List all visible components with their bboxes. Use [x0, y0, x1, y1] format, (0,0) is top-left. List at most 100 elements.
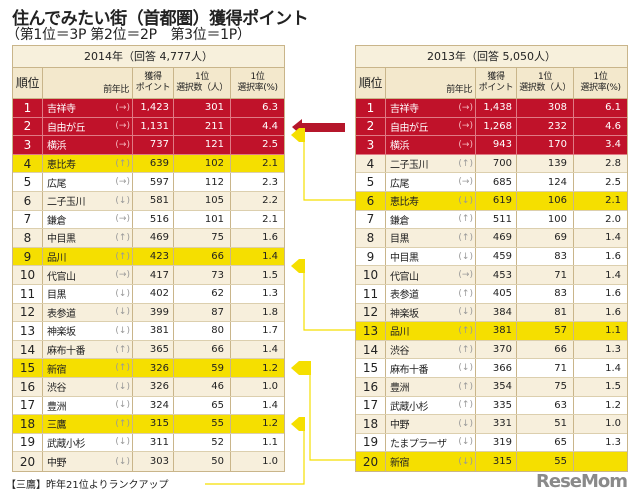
rank-cell: 3: [356, 136, 386, 154]
table-header: 順位 前年比 獲得 ポイント 1位 選択数（人） 1位 選択率(%): [13, 68, 284, 99]
trend-indicator: (↓): [458, 363, 473, 374]
table-row: 6 二子玉川 (↓) 581 105 2.2: [13, 191, 284, 211]
trend-indicator: (↓): [458, 251, 473, 262]
points-cell: 303: [133, 452, 174, 471]
area-cell: 広尾 (→): [43, 173, 133, 191]
area-cell: 新宿 (↑): [43, 359, 133, 377]
table-caption: 2013年（回答 5,050人）: [356, 46, 627, 68]
points-cell: 639: [133, 154, 174, 173]
table-row: 20 中野 (↓) 303 50 1.0: [13, 452, 284, 471]
count-cell: 66: [174, 340, 231, 359]
trend-indicator: (→): [458, 177, 473, 188]
area-name: 三鷹: [47, 420, 67, 432]
trend-indicator: (→): [458, 139, 473, 150]
count-cell: 62: [174, 284, 231, 303]
area-name: 自由が丘: [390, 122, 429, 134]
rank-cell: 10: [356, 266, 386, 284]
table-row: 7 鎌倉 (→) 516 101 2.1: [13, 210, 284, 230]
rate-cell: 2.0: [605, 213, 621, 225]
header-line: 獲得: [487, 72, 505, 82]
area-name: 恵比寿: [47, 160, 76, 172]
table-row: 16 豊洲 (↑) 354 75 1.5: [356, 377, 627, 397]
rank-cell: 20: [13, 452, 43, 471]
rate-cell: 1.6: [605, 251, 621, 263]
trend-indicator: (→): [115, 214, 130, 225]
rate-cell: 1.6: [262, 232, 278, 244]
count-cell: 83: [517, 247, 574, 266]
area-name: 品川: [390, 327, 410, 339]
rank-cell: 15: [13, 359, 43, 377]
count-cell: 106: [517, 191, 574, 210]
trend-indicator: (→): [115, 102, 130, 113]
rate-cell: 1.4: [605, 269, 621, 281]
trend-indicator: (↑): [458, 381, 473, 392]
trend-indicator: (↑): [458, 400, 473, 411]
rate-cell: 1.4: [262, 251, 278, 263]
trend-indicator: (↓): [115, 325, 130, 336]
rank-cell: 19: [356, 433, 386, 452]
header-line: ポイント: [478, 83, 514, 93]
header-trend: 前年比: [386, 68, 476, 98]
header-line: 選択率(%): [237, 83, 278, 93]
area-cell: 神楽坂 (↓): [386, 303, 476, 322]
area-cell: 横浜 (→): [386, 136, 476, 154]
rate-cell: 2.8: [605, 158, 621, 170]
trend-indicator: (↓): [458, 418, 473, 429]
table-row: 13 品川 (↑) 381 57 1.1: [356, 322, 627, 341]
rank-cell: 6: [356, 191, 386, 210]
count-cell: 63: [517, 396, 574, 415]
table-row: 15 新宿 (↑) 326 59 1.2: [13, 359, 284, 378]
points-cell: 737: [133, 136, 174, 154]
table-row: 15 麻布十番 (↓) 366 71 1.4: [356, 359, 627, 378]
points-cell: 381: [476, 322, 517, 340]
area-name: 表参道: [390, 290, 419, 302]
count-cell: 83: [517, 284, 574, 303]
connector-line: [300, 367, 355, 461]
area-name: 中目黒: [47, 234, 76, 246]
area-cell: 武蔵小杉 (↓): [43, 433, 133, 452]
table-row: 6 恵比寿 (↓) 619 106 2.1: [356, 191, 627, 211]
trend-indicator: (↓): [458, 437, 473, 448]
points-cell: 370: [476, 340, 517, 359]
count-cell: 65: [174, 396, 231, 415]
rank-cell: 14: [13, 340, 43, 359]
table-row: 9 品川 (↑) 423 66 1.4: [13, 247, 284, 267]
area-name: 恵比寿: [390, 197, 419, 209]
area-cell: 豊洲 (↑): [386, 377, 476, 396]
area-name: 吉祥寺: [47, 104, 76, 116]
points-cell: 469: [476, 229, 517, 247]
count-cell: 51: [517, 415, 574, 433]
rate-cell: 1.4: [605, 232, 621, 244]
rate-cell: [574, 452, 627, 471]
rank-cell: 12: [356, 303, 386, 322]
rate-cell: 1.5: [262, 269, 278, 281]
rate-cell: 1.4: [605, 362, 621, 374]
rate-cell: 1.2: [262, 362, 278, 374]
area-name: 武蔵小杉: [47, 438, 86, 450]
count-cell: 55: [517, 452, 574, 471]
table-row: 20 新宿 (↓) 315 55: [356, 452, 627, 471]
points-cell: 315: [476, 452, 517, 471]
table-row: 3 横浜 (→) 943 170 3.4: [356, 136, 627, 155]
header-line: 1位: [593, 72, 608, 82]
table-caption: 2014年（回答 4,777人）: [13, 46, 284, 68]
table-row: 10 代官山 (→) 417 73 1.5: [13, 266, 284, 285]
count-cell: 308: [517, 99, 574, 117]
area-name: 横浜: [47, 141, 67, 153]
points-cell: 597: [133, 173, 174, 191]
table-row: 8 中目黒 (↑) 469 75 1.6: [13, 229, 284, 248]
rate-cell: 2.1: [262, 158, 278, 170]
rank-cell: 18: [13, 415, 43, 433]
arrow-left-icon: [291, 417, 305, 431]
count-cell: 75: [517, 377, 574, 396]
area-name: 豊洲: [390, 383, 410, 395]
trend-indicator: (↑): [458, 344, 473, 355]
points-cell: 319: [476, 433, 517, 452]
rate-cell: 1.4: [262, 399, 278, 411]
trend-indicator: (↑): [115, 232, 130, 243]
rank-cell: 19: [13, 433, 43, 452]
header-line: 選択数（人）: [519, 83, 571, 93]
points-cell: 685: [476, 173, 517, 191]
rank-cell: 5: [13, 173, 43, 191]
area-name: 鎌倉: [47, 215, 67, 227]
